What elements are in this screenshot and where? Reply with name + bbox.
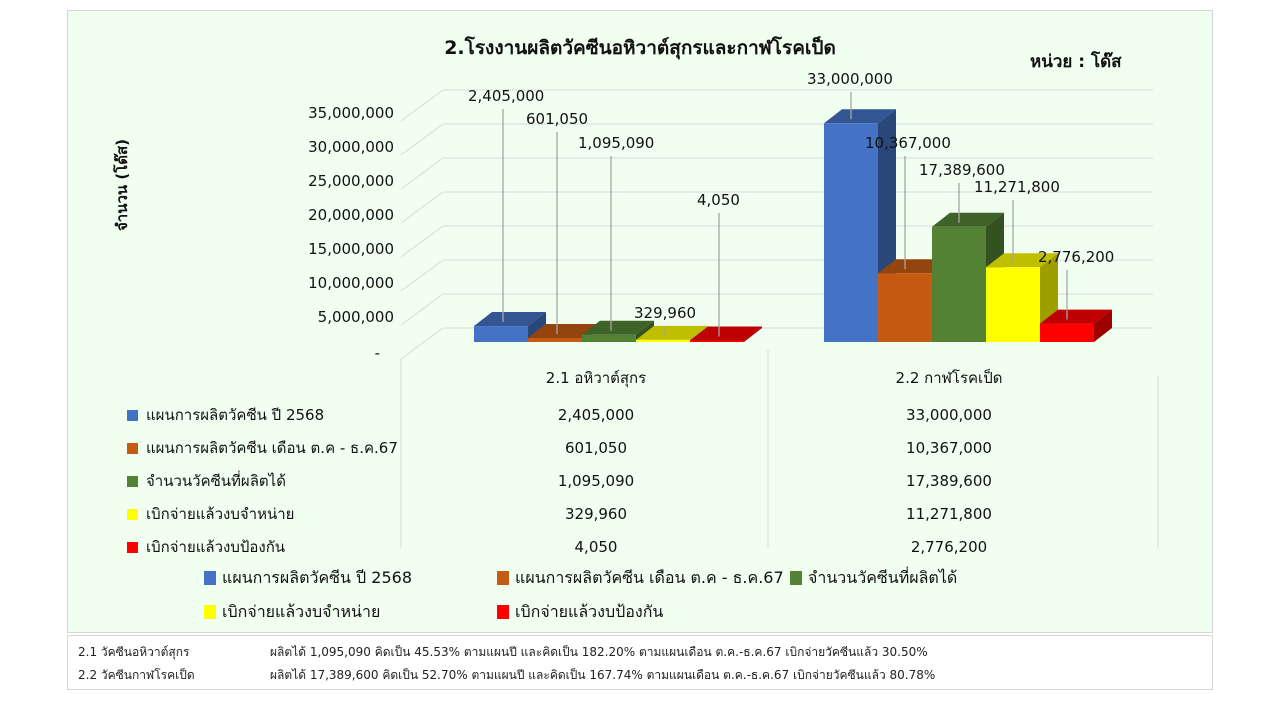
y-tick: 20,000,000 — [308, 206, 394, 224]
unit-label: หน่วย : โด๊ส — [1030, 52, 1122, 72]
legend-swatch-icon — [790, 571, 802, 585]
series-swatch-icon — [127, 509, 138, 520]
legend-swatch-icon — [497, 571, 509, 585]
table-header-cell: 2.1 อหิวาต์สุกร — [545, 369, 647, 387]
table-cell: 2,405,000 — [557, 406, 635, 424]
notes-box: 2.1 วัคซีนอหิวาต์สุกร ผลิตได้ 1,095,090 … — [67, 635, 1213, 690]
series-swatch-icon — [127, 443, 138, 454]
table-cell: 17,389,600 — [906, 472, 992, 490]
data-label: 33,000,000 — [807, 70, 893, 88]
table-row: แผนการผลิตวัคซีน เดือน ต.ค - ธ.ค.67 601,0… — [121, 432, 1127, 465]
y-tick: 30,000,000 — [308, 138, 394, 156]
table-row: จำนวนวัคซีนที่ผลิตได้ 1,095,090 17,389,600 — [121, 465, 1127, 498]
legend-swatch-icon — [204, 571, 216, 585]
y-tick: 5,000,000 — [317, 308, 394, 326]
bar — [824, 109, 896, 342]
series-swatch-icon — [127, 542, 138, 553]
row-label-text: เบิกจ่ายแล้วงบจำหน่าย — [146, 505, 295, 523]
legend-swatch-icon — [497, 605, 509, 619]
data-label: 10,367,000 — [865, 134, 951, 152]
table-row: เบิกจ่ายแล้วงบจำหน่าย 329,960 11,271,800 — [121, 498, 1127, 531]
data-label: 329,960 — [634, 304, 697, 322]
legend-item: เบิกจ่ายแล้วงบป้องกัน — [497, 600, 663, 625]
table-cell: 11,271,800 — [906, 505, 992, 523]
table-cell: 2,776,200 — [910, 538, 988, 556]
plot-area — [400, 89, 1159, 548]
legend-item: แผนการผลิตวัคซีน ปี 2568 — [204, 566, 412, 591]
legend-label: เบิกจ่ายแล้วงบจำหน่าย — [222, 602, 381, 621]
data-label: 2,405,000 — [468, 87, 545, 105]
table-row: แผนการผลิตวัคซีน ปี 2568 2,405,000 33,000,… — [121, 399, 1127, 432]
note-text: ผลิตได้ 17,389,600 คิดเป็น 52.70% ตามแผน… — [270, 668, 936, 682]
table-row-label: เบิกจ่ายแล้วงบป้องกัน — [121, 531, 421, 564]
table-row: เบิกจ่ายแล้วงบป้องกัน 4,050 2,776,200 — [121, 531, 1127, 564]
chart-area: 2.โรงงานผลิตวัคซีนอหิวาต์สุกรและกาฬโรคเป… — [67, 10, 1213, 633]
row-label-text: เบิกจ่ายแล้วงบป้องกัน — [146, 538, 286, 556]
y-tick: - — [374, 344, 380, 362]
table-row-label: เบิกจ่ายแล้วงบจำหน่าย — [121, 498, 421, 531]
legend-label: แผนการผลิตวัคซีน เดือน ต.ค - ธ.ค.67 — [515, 568, 784, 587]
y-tick: 10,000,000 — [308, 274, 394, 292]
y-tick: 25,000,000 — [308, 172, 394, 190]
series-swatch-icon — [127, 476, 138, 487]
table-cell: 33,000,000 — [906, 406, 992, 424]
legend-label: จำนวนวัคซีนที่ผลิตได้ — [808, 568, 958, 587]
table-cell: 10,367,000 — [906, 439, 992, 457]
y-tick: 35,000,000 — [308, 104, 394, 122]
data-label: 601,050 — [526, 110, 589, 128]
legend-label: เบิกจ่ายแล้วงบป้องกัน — [515, 602, 664, 621]
bar — [474, 312, 546, 342]
chart-title: 2.โรงงานผลิตวัคซีนอหิวาต์สุกรและกาฬโรคเป… — [444, 37, 836, 59]
bar — [690, 326, 762, 342]
table-row-label: แผนการผลิตวัคซีน เดือน ต.ค - ธ.ค.67 — [121, 432, 421, 465]
legend-swatch-icon — [204, 605, 216, 619]
row-label-text: แผนการผลิตวัคซีน ปี 2568 — [146, 406, 325, 424]
table-header-cell: 2.2 กาฬโรคเป็ด — [895, 369, 1003, 387]
table-cell: 4,050 — [574, 538, 618, 556]
data-label: 17,389,600 — [919, 161, 1005, 179]
table-cell: 601,050 — [564, 439, 628, 457]
y-tick: 15,000,000 — [308, 240, 394, 258]
table-row-label: แผนการผลิตวัคซีน ปี 2568 — [121, 399, 421, 432]
legend-item: จำนวนวัคซีนที่ผลิตได้ — [790, 566, 957, 591]
series-swatch-icon — [127, 410, 138, 421]
table-cell: 1,095,090 — [557, 472, 635, 490]
row-label-text: แผนการผลิตวัคซีน เดือน ต.ค - ธ.ค.67 — [146, 439, 398, 457]
note-name: 2.2 วัคซีนกาฬโรคเป็ด — [78, 668, 195, 682]
table-row-label: จำนวนวัคซีนที่ผลิตได้ — [121, 465, 421, 498]
legend-item: แผนการผลิตวัคซีน เดือน ต.ค - ธ.ค.67 — [497, 566, 784, 591]
legend-label: แผนการผลิตวัคซีน ปี 2568 — [222, 568, 412, 587]
row-label-text: จำนวนวัคซีนที่ผลิตได้ — [146, 472, 286, 490]
table-cell: 329,960 — [564, 505, 628, 523]
data-label: 11,271,800 — [974, 178, 1060, 196]
note-text: ผลิตได้ 1,095,090 คิดเป็น 45.53% ตามแผนป… — [270, 645, 928, 659]
data-label: 1,095,090 — [578, 134, 655, 152]
data-label: 2,776,200 — [1038, 248, 1115, 266]
data-label: 4,050 — [697, 191, 740, 209]
table-header-row: 2.1 อหิวาต์สุกร 2.2 กาฬโรคเป็ด — [121, 356, 1127, 389]
bar — [1040, 309, 1112, 342]
legend-item: เบิกจ่ายแล้วงบจำหน่าย — [204, 600, 380, 625]
note-name: 2.1 วัคซีนอหิวาต์สุกร — [78, 645, 190, 659]
